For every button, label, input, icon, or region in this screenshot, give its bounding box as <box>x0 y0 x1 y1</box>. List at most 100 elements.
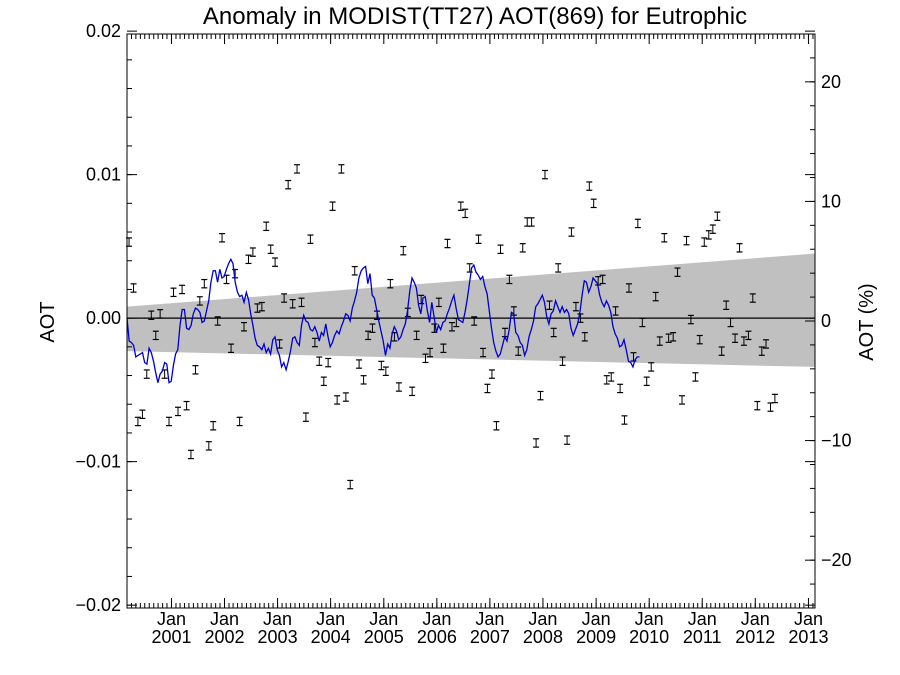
data-point <box>683 235 690 246</box>
data-point <box>347 479 354 490</box>
data-point <box>192 365 199 375</box>
data-point <box>228 343 235 354</box>
data-point <box>480 347 487 358</box>
data-point <box>519 243 526 253</box>
data-point <box>413 330 420 341</box>
data-point <box>298 297 305 308</box>
data-point <box>661 233 668 243</box>
axes-layer: −0.02−0.010.000.010.02−20−1001020Jan2001… <box>75 21 851 647</box>
data-point <box>727 317 734 328</box>
x-tick-label-month: Jan <box>582 609 611 629</box>
data-point <box>427 347 434 358</box>
y-tick-label-left: 0.02 <box>86 21 121 41</box>
data-point <box>395 382 402 392</box>
data-point <box>201 278 208 289</box>
series-line <box>126 257 640 384</box>
data-point <box>524 217 531 227</box>
data-point <box>240 321 247 332</box>
y-tick-label-right: −20 <box>821 550 852 570</box>
data-point <box>590 198 597 209</box>
data-point <box>599 274 606 285</box>
data-point <box>351 266 358 276</box>
data-point <box>732 333 739 343</box>
x-tick-label-month: Jan <box>422 609 451 629</box>
y-tick-label-right: 20 <box>821 72 841 92</box>
y-tick-label-left: −0.01 <box>75 452 121 472</box>
data-point <box>581 332 588 342</box>
data-point <box>740 336 747 346</box>
data-point <box>134 416 141 427</box>
data-point <box>307 234 314 244</box>
x-tick-label-year: 2004 <box>311 627 351 647</box>
x-tick-label-year: 2008 <box>523 627 563 647</box>
data-point <box>214 316 221 326</box>
x-tick-label-year: 2005 <box>364 627 404 647</box>
data-point <box>440 343 447 354</box>
data-point <box>745 330 752 341</box>
data-point <box>316 356 323 366</box>
y-tick-label-left: −0.02 <box>75 595 121 615</box>
y-axis-title-right: AOT (%) <box>856 283 878 360</box>
data-point <box>263 221 270 232</box>
data-point <box>568 227 575 237</box>
data-point <box>356 359 363 369</box>
data-point <box>506 274 513 285</box>
data-point <box>267 244 274 255</box>
data-point <box>249 247 256 257</box>
x-tick-label-year: 2011 <box>683 627 722 647</box>
data-point <box>320 376 327 387</box>
anomaly-line-layer <box>126 257 640 384</box>
data-point <box>179 284 186 295</box>
y-tick-label-left: 0.01 <box>86 165 121 185</box>
data-point <box>692 372 699 382</box>
data-point <box>586 181 593 191</box>
data-point <box>143 369 150 379</box>
data-point <box>258 301 265 312</box>
data-point <box>546 300 553 310</box>
data-point <box>723 300 730 310</box>
uncertainty-band <box>127 253 815 367</box>
data-point <box>148 310 155 321</box>
data-point <box>457 201 464 211</box>
data-point <box>281 293 288 303</box>
data-point <box>448 321 455 332</box>
data-point <box>550 327 557 338</box>
data-point <box>572 301 579 312</box>
data-point <box>643 376 650 387</box>
data-point <box>360 375 367 385</box>
data-point <box>466 263 473 273</box>
data-point <box>515 346 522 356</box>
data-point <box>767 402 774 412</box>
data-point <box>325 357 332 368</box>
y-tick-label-right: −10 <box>821 431 852 451</box>
data-point <box>652 291 659 302</box>
data-point <box>559 356 566 366</box>
data-point <box>771 393 778 404</box>
data-point <box>409 386 416 397</box>
chart-title: Anomaly in MODIST(TT27) AOT(869) for Eut… <box>203 3 747 30</box>
data-point <box>709 224 716 234</box>
data-point <box>400 245 407 256</box>
data-point <box>537 390 544 401</box>
x-tick-label-month: Jan <box>635 609 664 629</box>
data-point <box>170 287 177 298</box>
data-point <box>665 333 672 343</box>
data-point <box>139 409 146 420</box>
data-point <box>670 332 677 342</box>
data-points-layer <box>126 164 778 490</box>
data-point <box>254 303 261 313</box>
data-point <box>754 400 761 411</box>
data-point <box>285 179 292 190</box>
y-axis-title-left: AOT <box>37 301 59 342</box>
data-point <box>157 309 164 319</box>
data-point <box>166 416 173 427</box>
data-point <box>634 218 641 229</box>
data-point <box>617 383 624 394</box>
data-point <box>444 238 451 249</box>
data-point <box>679 395 686 405</box>
data-point <box>210 421 217 431</box>
data-point <box>205 441 212 451</box>
data-point <box>608 372 615 382</box>
data-point <box>365 330 372 341</box>
data-point <box>219 233 226 243</box>
